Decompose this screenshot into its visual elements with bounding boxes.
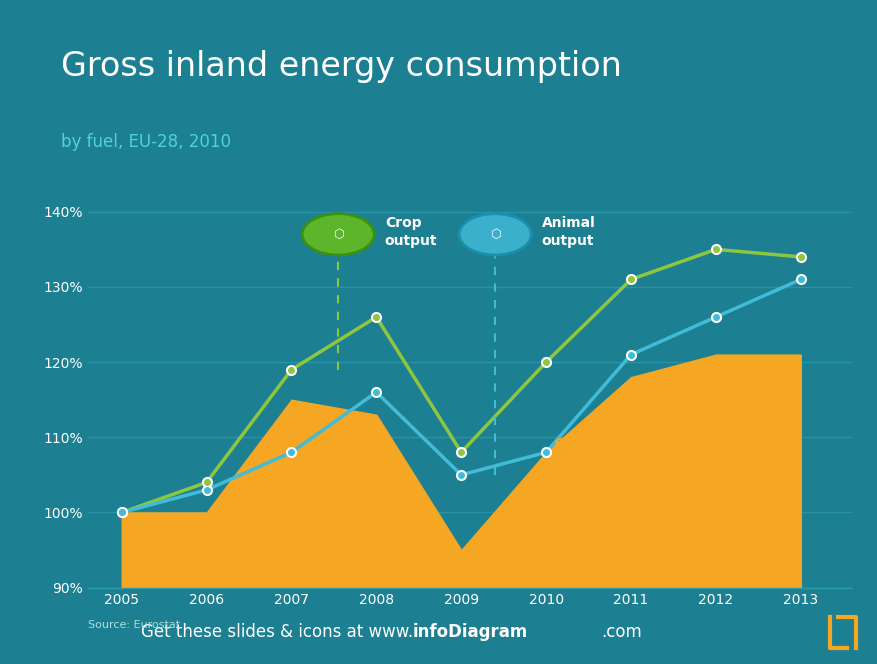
Text: Gross inland energy consumption: Gross inland energy consumption (61, 50, 622, 83)
Text: Crop
output: Crop output (384, 216, 437, 248)
Text: Get these slides & icons at www.: Get these slides & icons at www. (140, 623, 412, 641)
Text: Gross value
added of the
agricultural
sector: Gross value added of the agricultural se… (554, 438, 649, 504)
Ellipse shape (302, 214, 374, 255)
Text: by fuel, EU-28, 2010: by fuel, EU-28, 2010 (61, 133, 232, 151)
Text: infoDiagram: infoDiagram (412, 623, 527, 641)
Text: .com: .com (601, 623, 641, 641)
Text: ⬡: ⬡ (489, 228, 500, 241)
Text: Source: Eurostat: Source: Eurostat (88, 620, 180, 629)
Text: Animal
output: Animal output (541, 216, 595, 248)
Text: ⬡: ⬡ (332, 228, 343, 241)
Ellipse shape (459, 214, 531, 255)
